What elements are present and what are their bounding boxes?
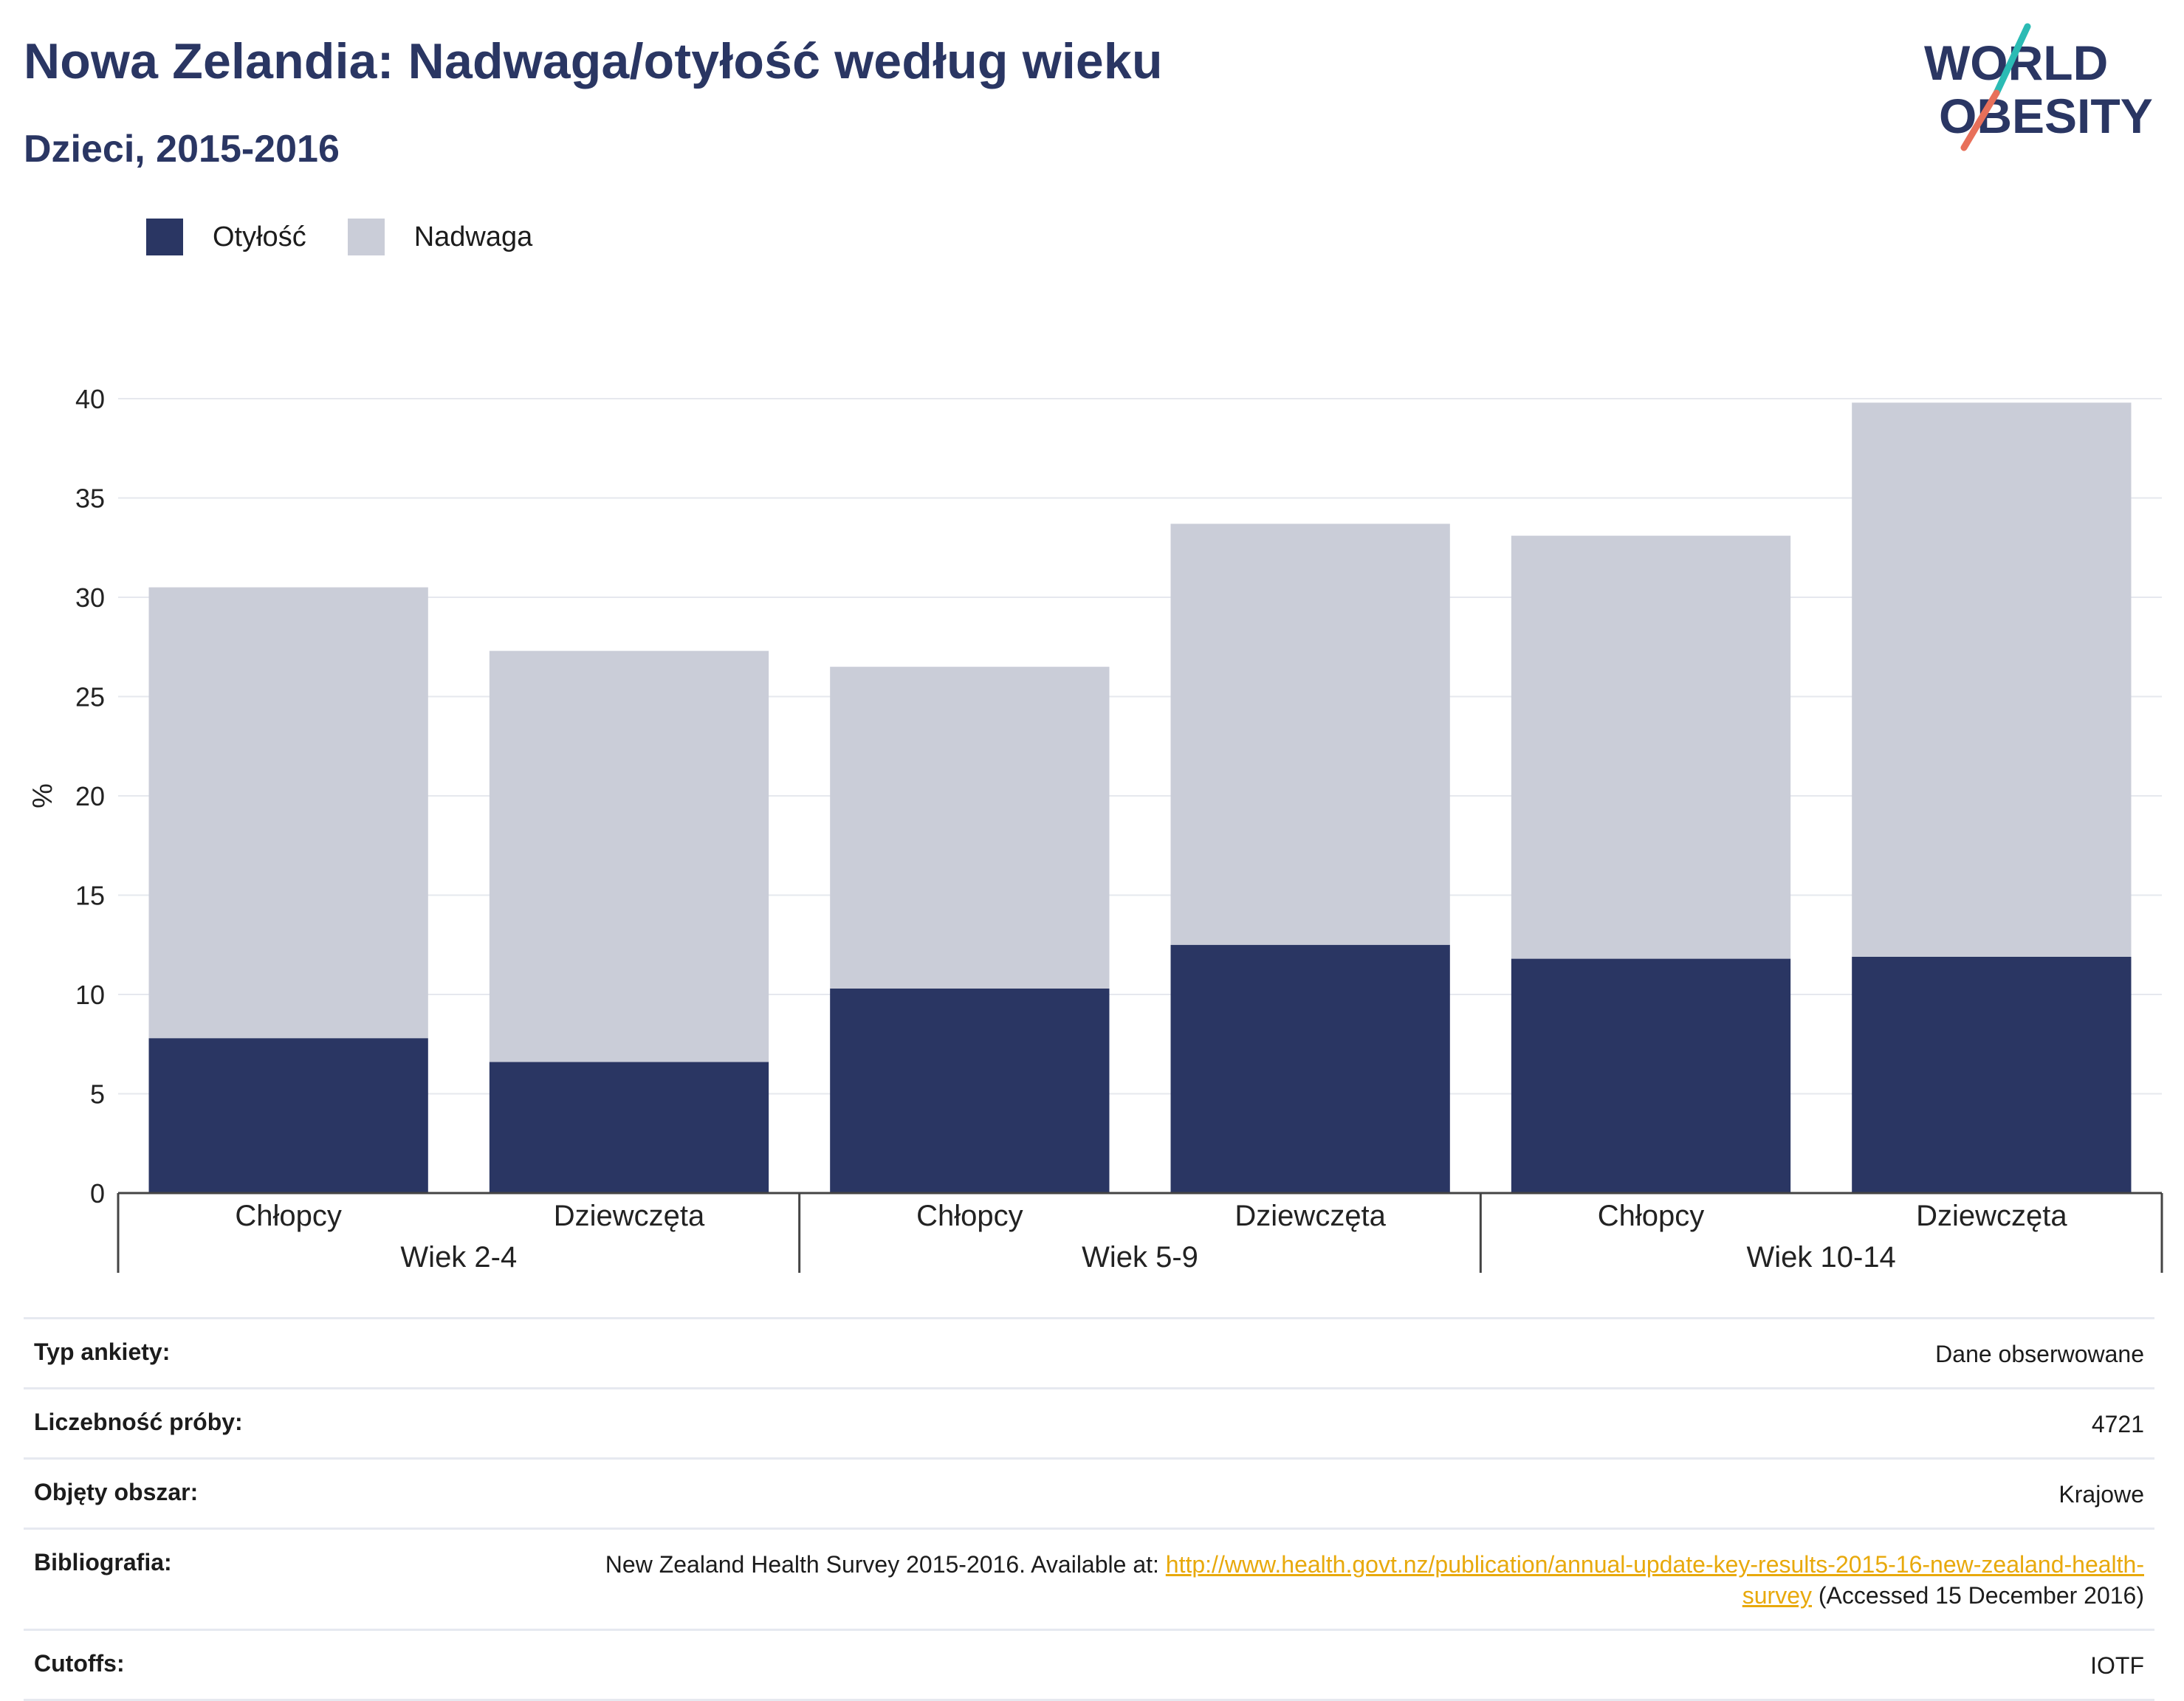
bar-overweight <box>1511 535 1791 959</box>
bar-obesity <box>1511 958 1791 1193</box>
legend-item-overweight[interactable]: Nadwaga <box>347 219 533 255</box>
bar-obesity <box>148 1038 428 1193</box>
logo-slash-bottom <box>1960 89 2000 151</box>
group-label: Wiek 5-9 <box>1082 1241 1198 1274</box>
meta-label: Typ ankiety: <box>34 1339 171 1365</box>
y-tick-label: 40 <box>75 384 105 414</box>
group-label: Wiek 10-14 <box>1747 1241 1896 1274</box>
bibliography-text: New Zealand Health Survey 2015-2016. Ava… <box>605 1551 1166 1578</box>
bibliography-link[interactable]: http://www.health.govt.nz/publication/an… <box>1165 1551 2144 1609</box>
legend-swatch-obesity <box>146 219 183 255</box>
x-tick-label: Chłopcy <box>235 1200 342 1232</box>
bar-obesity <box>1852 956 2132 1193</box>
x-tick-label: Chłopcy <box>916 1200 1023 1232</box>
bar-chart: 0 5 10 15 20 25 30 35 40% Chłopcy Dziewczęta Chłopc… <box>27 384 2163 1274</box>
meta-row-cutoffs: Cutoffs: IOTF <box>24 1631 2154 1701</box>
x-tick-label: Dziewczęta <box>1916 1200 2067 1232</box>
y-tick-label: 20 <box>75 781 105 811</box>
legend-item-obesity[interactable]: Otyłość <box>146 219 306 255</box>
meta-value: IOTF <box>2090 1652 2144 1679</box>
meta-row-bibliography: Bibliografia: New Zealand Health Survey … <box>24 1530 2154 1631</box>
legend-swatch-overweight <box>347 219 385 255</box>
legend-label-obesity: Otyłość <box>213 221 306 252</box>
meta-label: Liczebność próby: <box>34 1409 243 1435</box>
bar-overweight <box>830 667 1110 989</box>
x-tick-label: Chłopcy <box>1598 1200 1705 1232</box>
group-label: Wiek 2-4 <box>400 1241 517 1274</box>
meta-value: 4721 <box>2091 1411 2144 1437</box>
bibliography-accessed: (Accessed 15 December 2016) <box>1812 1582 2144 1609</box>
y-tick-label: 35 <box>75 484 105 514</box>
y-tick-label: 15 <box>75 881 105 911</box>
meta-value: New Zealand Health Survey 2015-2016. Ava… <box>557 1549 2144 1611</box>
y-tick-label: 0 <box>90 1178 105 1209</box>
meta-value: Krajowe <box>2058 1481 2144 1508</box>
y-tick-label: 5 <box>90 1079 105 1110</box>
bar-obesity <box>1170 944 1450 1193</box>
meta-label: Objęty obszar: <box>34 1479 199 1505</box>
metadata-table: Typ ankiety: Dane obserwowane Liczebność… <box>24 1317 2154 1701</box>
x-tick-label: Dziewczęta <box>1234 1200 1386 1232</box>
legend-label-overweight: Nadwaga <box>413 221 533 252</box>
bar-overweight <box>148 587 428 1039</box>
y-tick-label: 10 <box>75 980 105 1010</box>
logo-slash-top <box>1993 23 2031 97</box>
bar-overweight <box>489 650 769 1062</box>
bar-obesity <box>830 988 1110 1193</box>
y-tick-label: 25 <box>75 682 105 712</box>
meta-row-survey-type: Typ ankiety: Dane obserwowane <box>24 1319 2154 1389</box>
meta-label: Bibliografia: <box>34 1549 172 1575</box>
page-subtitle: Dzieci, 2015-2016 <box>24 128 340 171</box>
bar-overweight <box>1852 402 2132 957</box>
meta-value: Dane obserwowane <box>1935 1341 2144 1367</box>
page-title: Nowa Zelandia: Nadwaga/otyłość według wi… <box>24 33 1163 89</box>
x-tick-label: Dziewczęta <box>554 1200 705 1232</box>
y-tick-label: 30 <box>75 583 105 613</box>
meta-row-area: Objęty obszar: Krajowe <box>24 1460 2154 1530</box>
chart-legend: Otyłość Nadwaga <box>146 219 574 255</box>
world-obesity-logo: WORLD OBESITY <box>1924 23 2153 151</box>
bar-overweight <box>1170 523 1450 945</box>
meta-label: Cutoffs: <box>34 1650 125 1677</box>
y-axis-label: % <box>27 783 58 808</box>
bar-obesity <box>489 1062 769 1193</box>
meta-row-sample-size: Liczebność próby: 4721 <box>24 1389 2154 1460</box>
